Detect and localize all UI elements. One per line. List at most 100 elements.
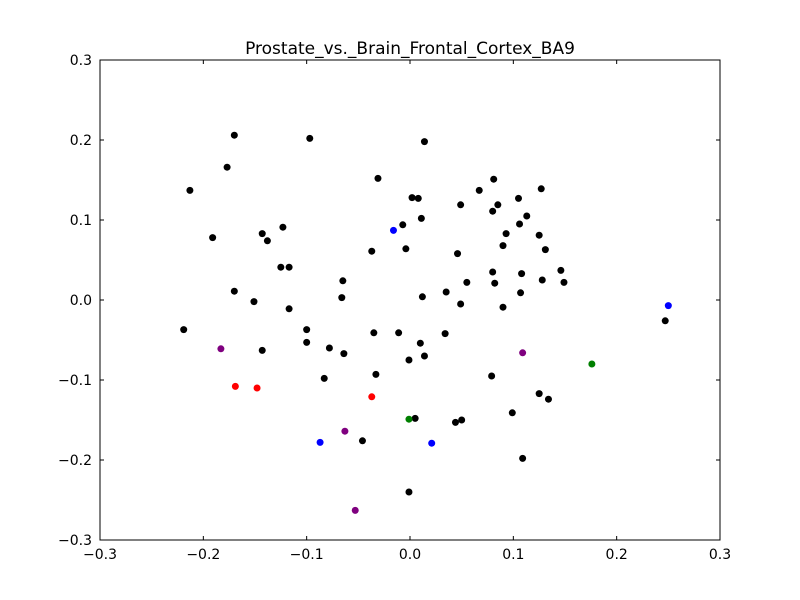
black-point [535,390,543,398]
green-point [588,360,596,368]
black-point [454,250,462,258]
purple-point [217,345,225,353]
black-point [303,338,311,346]
black-point [209,234,217,242]
black-point [223,163,231,171]
black-point [180,326,188,334]
black-point [516,220,524,228]
black-point [250,298,258,306]
black-point [517,289,525,297]
x-tick-label: 0.3 [709,547,731,563]
black-point [285,263,293,271]
black-point [405,356,413,364]
x-tick-label: −0.3 [83,547,117,563]
black-point [306,134,314,142]
black-point [560,278,568,286]
y-tick-label: 0.0 [70,293,92,309]
black-point [491,279,499,287]
plot-frame [99,59,721,541]
black-point [508,409,516,417]
black-point [338,294,346,302]
black-point [416,339,424,347]
y-tick-label: −0.1 [58,373,92,389]
black-point [661,317,669,325]
black-point [441,330,449,338]
red-point [253,384,261,392]
black-point [263,237,271,245]
black-point [258,230,266,238]
black-point [457,201,465,209]
black-point [402,245,410,253]
black-point [411,414,419,422]
blue-point [316,438,324,446]
chart-title: Prostate_vs._Brain_Frontal_Cortex_BA9 [245,39,575,59]
red-point [368,393,376,401]
black-point [339,277,347,285]
x-tick-label: −0.2 [186,547,220,563]
black-point [442,288,450,296]
purple-point [519,349,527,357]
y-tick-label: 0.2 [70,133,92,149]
green-point [405,415,413,423]
black-point [418,293,426,301]
black-point [285,305,293,313]
black-point [279,223,287,231]
black-point [368,247,376,255]
black-point [519,454,527,462]
black-point [463,278,471,286]
black-point [499,303,507,311]
black-point [399,221,407,229]
black-point [544,395,552,403]
purple-point [351,506,359,514]
points-layer [180,131,672,514]
black-point [417,214,425,222]
black-point [502,230,510,238]
x-tick-label: −0.1 [290,547,324,563]
black-point [258,346,266,354]
black-point [340,350,348,358]
x-tick-label: 0.2 [606,547,628,563]
black-point [420,138,428,146]
blue-point [664,302,672,310]
black-point [358,437,366,445]
black-point [541,246,549,254]
black-point [458,416,466,424]
black-point [494,201,502,209]
black-point [499,242,507,250]
black-point [186,186,194,194]
black-point [395,329,403,337]
y-tick-label: −0.3 [58,533,92,549]
black-point [408,194,416,202]
black-point [451,418,459,426]
black-point [325,344,333,352]
black-point [489,268,497,276]
black-point [515,194,522,202]
black-point [538,276,546,284]
black-point [372,370,380,378]
black-point [457,300,465,308]
black-point [537,185,545,193]
black-point [535,231,543,239]
black-point [489,207,497,215]
black-point [488,372,496,380]
y-tick-label: 0.1 [70,213,92,229]
x-tick-label: 0.1 [502,547,524,563]
black-point [490,175,498,183]
y-tick-label: 0.3 [70,53,92,69]
black-point [230,131,238,139]
black-point [320,374,328,382]
black-point [405,488,413,496]
y-axis: 0.3 0.2 0.1 0.0 −0.1 −0.2 −0.3 [58,53,720,549]
black-point [370,329,378,337]
black-point [518,270,526,278]
black-point [557,266,565,274]
y-tick-label: −0.2 [58,453,92,469]
blue-point [428,439,436,447]
x-tick-label: 0.0 [399,547,421,563]
red-point [231,382,239,390]
black-point [420,352,428,360]
black-point [230,287,238,295]
black-point [523,212,531,220]
purple-point [341,427,349,435]
